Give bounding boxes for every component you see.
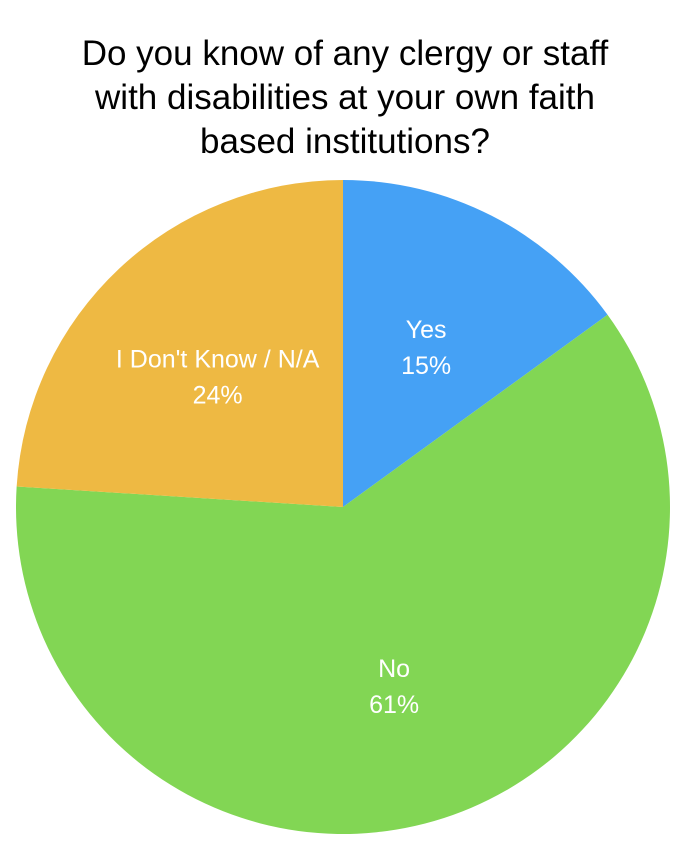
pie-labels: Yes 15% No 61% I Don't Know / N/A 24% xyxy=(116,316,451,719)
pie-slice-yes xyxy=(343,180,608,507)
chart-title-line-1: Do you know of any clergy or staff xyxy=(81,34,609,73)
chart-title-line-3: based institutions? xyxy=(200,122,490,161)
slice-value-label: 24% xyxy=(193,382,243,410)
slice-category-label: No xyxy=(378,655,410,683)
pie-slices xyxy=(16,179,671,835)
chart-title-line-2: with disabilities at your own faith xyxy=(95,78,595,117)
slice-value-label: 61% xyxy=(369,691,419,719)
slice-category-label: I Don't Know / N/A xyxy=(116,346,320,374)
slice-category-label: Yes xyxy=(406,316,447,344)
slice-value-label: 15% xyxy=(401,352,451,380)
pie-slice-i-don-t-know-n-a xyxy=(16,179,343,507)
pie-slice-no xyxy=(16,314,671,835)
chart-title: Do you know of any clergy or staff with … xyxy=(0,32,690,164)
